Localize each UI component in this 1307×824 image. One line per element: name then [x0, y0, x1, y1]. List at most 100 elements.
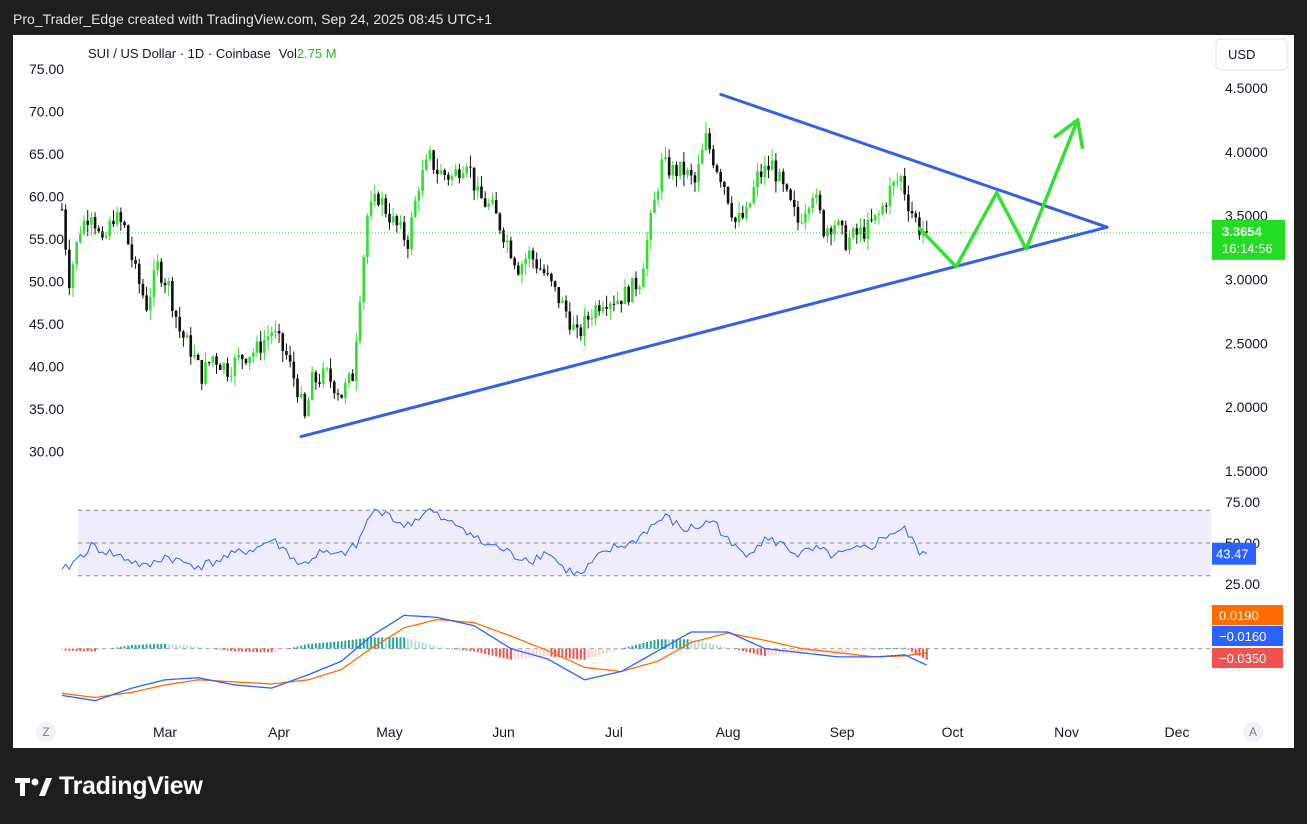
macd-hist-bar: [94, 648, 97, 652]
candle-body: [380, 198, 384, 205]
candle: [509, 236, 513, 260]
candle-body: [752, 187, 756, 204]
support-trendline[interactable]: [299, 225, 1109, 439]
candle-body: [712, 149, 715, 166]
macd-hist-bar: [590, 648, 593, 658]
candle: [395, 214, 399, 234]
candle-body: [472, 167, 476, 191]
candle-body: [274, 331, 277, 333]
candle: [642, 262, 645, 288]
macd-hist-bar: [348, 640, 350, 649]
candle-body: [160, 261, 163, 283]
macd-hist-bar: [226, 648, 229, 651]
candle-body: [564, 300, 568, 312]
candle: [542, 264, 546, 276]
macd-hist-bar: [925, 648, 928, 660]
candle-body: [104, 235, 108, 238]
candle: [417, 186, 421, 212]
candle-body: [443, 170, 446, 175]
macd-hist-bar: [90, 648, 93, 652]
projection-path[interactable]: [917, 118, 1080, 269]
macd-hist-bar: [267, 648, 270, 653]
projection-arrow-head: [1053, 118, 1085, 150]
resistance-trendline[interactable]: [719, 92, 1109, 229]
macd-hist-bar: [134, 644, 137, 649]
chart-canvas[interactable]: SUI / US Dollar · 1D · Coinbase Vol2.75 M…: [13, 35, 1294, 748]
macd-hist-bar: [855, 648, 858, 651]
candle-body: [347, 373, 351, 384]
currency-button[interactable]: [1215, 38, 1288, 71]
macd-signal-line[interactable]: [61, 618, 927, 699]
candle-body: [723, 182, 726, 188]
macd-hist-bar: [844, 648, 847, 652]
macd-hist-bar: [833, 648, 836, 653]
macd-hist-bar: [145, 644, 148, 649]
macd-hist-bar: [903, 647, 906, 649]
macd-hist-bar: [727, 647, 730, 649]
macd-hist-bar: [237, 648, 240, 652]
macd-hist-bar: [127, 645, 130, 649]
candle-body: [101, 231, 104, 238]
candle-body: [520, 264, 524, 275]
macd-hist-bar: [907, 648, 910, 650]
macd-hist-bar: [506, 648, 509, 659]
auto-scale-button[interactable]: [1243, 722, 1263, 742]
zoom-reset-button[interactable]: [36, 722, 56, 742]
candle-body: [634, 277, 638, 290]
candle-body: [134, 260, 137, 264]
candle: [145, 286, 148, 312]
candle-body: [71, 264, 75, 289]
candle: [623, 279, 627, 305]
candle: [612, 295, 616, 312]
candle: [899, 173, 903, 192]
candle: [903, 167, 906, 201]
macd-hist-bar: [476, 648, 479, 653]
macd-line[interactable]: [61, 614, 928, 702]
chart-frame: SUI / US Dollar · 1D · Coinbase Vol2.75 M…: [13, 35, 1294, 748]
candle: [64, 204, 67, 256]
candle-body: [664, 157, 667, 160]
candle: [671, 160, 675, 180]
candle: [855, 223, 859, 244]
candle: [193, 344, 196, 360]
right-axis-tick: 4.5000: [1225, 80, 1268, 96]
candle-body: [866, 219, 870, 239]
candle-body: [218, 364, 222, 370]
candle: [189, 327, 193, 365]
candle-body: [678, 161, 682, 177]
candle: [255, 335, 259, 358]
macd-hist-bar: [583, 648, 586, 660]
macd-hist-bar: [149, 644, 152, 649]
left-axis-tick: 50.00: [29, 274, 64, 290]
candle-body: [336, 393, 340, 395]
candle: [97, 225, 101, 234]
candle-body: [649, 212, 653, 240]
macd-hist-bar: [263, 648, 266, 653]
macd-hist-bar: [539, 648, 542, 657]
rsi-line[interactable]: [61, 507, 928, 576]
candle: [870, 208, 873, 223]
candle: [218, 362, 222, 370]
candle-body: [108, 220, 112, 236]
macd-hist-bar: [325, 642, 328, 649]
candle-body: [631, 277, 634, 303]
candle: [465, 163, 469, 179]
chart-header: Pro_Trader_Edge created with TradingView…: [13, 11, 493, 27]
candle: [141, 278, 145, 299]
macd-hist-bar: [270, 648, 273, 653]
candle: [369, 190, 373, 221]
candle: [296, 374, 299, 403]
candle-body: [321, 368, 325, 384]
macd-hist-bar: [900, 647, 902, 649]
tradingview-brand[interactable]: TradingView: [15, 772, 203, 801]
candle: [274, 320, 277, 339]
macd-hist-bar: [469, 648, 472, 651]
candle: [583, 307, 586, 347]
candle: [75, 241, 78, 271]
tradingview-logo-icon: [15, 777, 52, 796]
candle: [539, 258, 542, 271]
candle: [292, 351, 296, 387]
candle: [730, 196, 734, 222]
macd-hist-bar: [723, 646, 726, 649]
candle: [480, 175, 483, 199]
